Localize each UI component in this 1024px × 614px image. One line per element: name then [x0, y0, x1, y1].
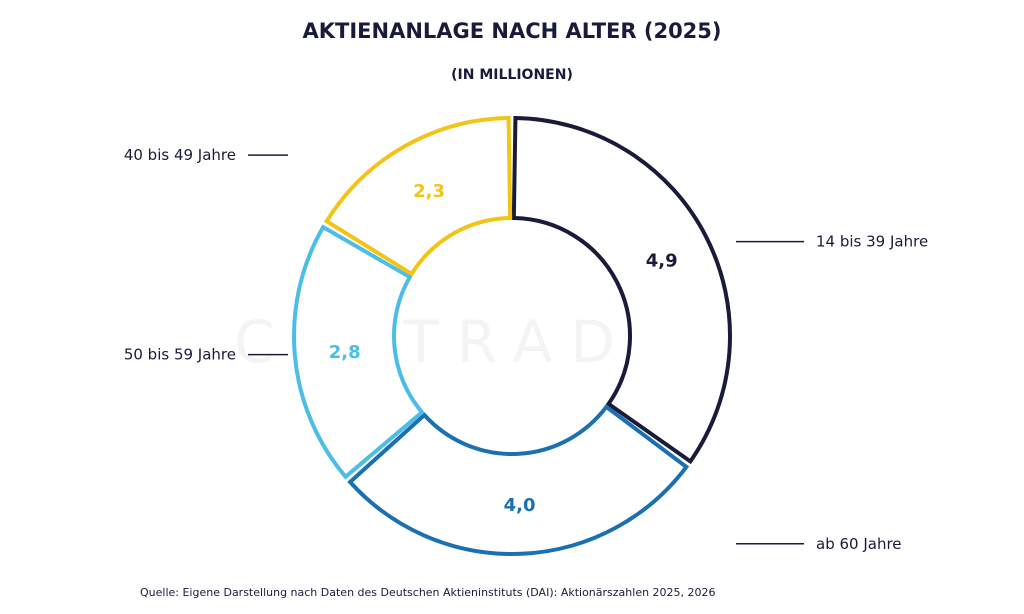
- value-labels: 4,9 4,0 2,8 2,3: [329, 181, 678, 516]
- slice-14-bis-39-jahre: [511, 115, 732, 465]
- leader-lines: [248, 154, 804, 545]
- category-label-50-bis-59-jahre: 50 bis 59 Jahre: [124, 346, 236, 364]
- category-label-ab-60-jahre: ab 60 Jahre: [816, 535, 902, 553]
- chart-subtitle: (IN MILLIONEN): [451, 67, 573, 83]
- value-label-ab-60-jahre: 4,0: [504, 495, 536, 516]
- value-label-14-bis-39-jahre: 4,9: [646, 251, 678, 272]
- slice-ab-60-jahre: [347, 404, 690, 556]
- chart-title: AKTIENANLAGE NACH ALTER (2025): [302, 19, 721, 43]
- category-label-40-bis-49-jahre: 40 bis 49 Jahre: [124, 146, 236, 164]
- donut-slices: [292, 115, 732, 556]
- value-label-40-bis-49-jahre: 2,3: [413, 181, 445, 202]
- source-note: Quelle: Eigene Darstellung nach Daten de…: [140, 586, 716, 599]
- category-label-14-bis-39-jahre: 14 bis 39 Jahre: [816, 233, 928, 251]
- slice-50-bis-59-jahre: [292, 224, 425, 480]
- value-label-50-bis-59-jahre: 2,8: [329, 342, 361, 363]
- category-labels: 14 bis 39 Jahre ab 60 Jahre 50 bis 59 Jahr…: [124, 146, 928, 553]
- slice-40-bis-49-jahre: [323, 115, 513, 277]
